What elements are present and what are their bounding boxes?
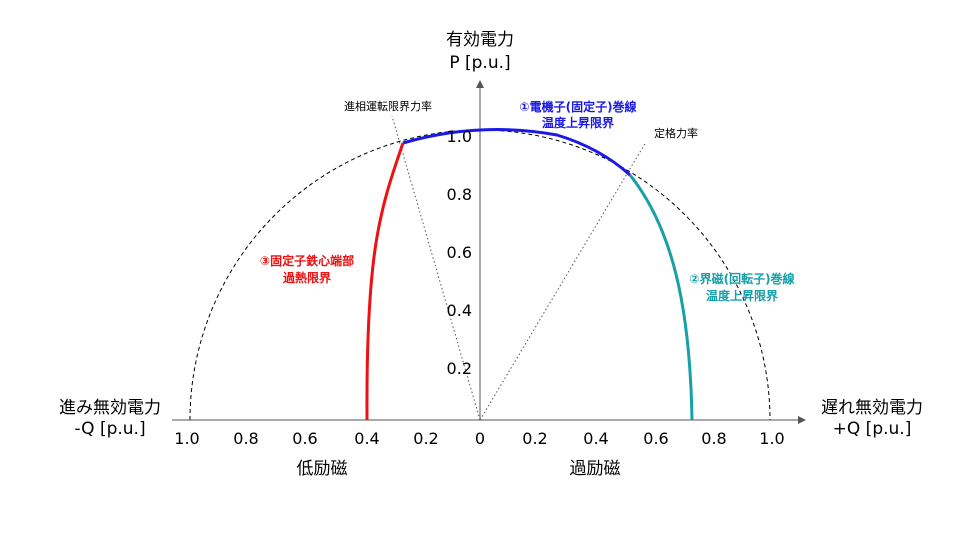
q-tick-label: 0.4 — [583, 429, 608, 448]
q-lead-unit: -Q [p.u.] — [74, 419, 145, 439]
armature-limit-label: 温度上昇限界 — [542, 115, 614, 130]
q-tick-label: 1.0 — [759, 429, 784, 448]
q-tick-label: 0.2 — [413, 429, 438, 448]
q-tick-label: 0.6 — [643, 429, 668, 448]
p-axis-arrowhead — [476, 80, 484, 88]
p-axis-unit: P [p.u.] — [449, 53, 510, 73]
q-lag-title: 遅れ無効電力 — [821, 398, 923, 418]
p-axis-title: 有効電力 — [446, 30, 514, 50]
p-tick-label: 0.4 — [447, 301, 472, 320]
field-limit-label: ②界磁(回転子)巻線 — [689, 271, 794, 286]
lead-pf-limit-line — [391, 115, 481, 421]
rated-pf-label: 定格力率 — [654, 126, 698, 140]
q-lag-unit: +Q [p.u.] — [833, 419, 912, 439]
armature-limit-curve — [402, 128, 632, 177]
q-tick-label: 0.6 — [292, 429, 317, 448]
q-tick-label: 0.8 — [233, 429, 258, 448]
core-end-limit-label: 過熱限界 — [282, 270, 331, 285]
under-excitation-label: 低励磁 — [297, 459, 348, 479]
rated-pf-line — [479, 141, 647, 421]
q-tick-label: 0.4 — [354, 429, 379, 448]
field-limit-curve — [628, 174, 694, 421]
p-tick-label: 0.8 — [447, 185, 472, 204]
q-tick-label: 0.8 — [701, 429, 726, 448]
p-tick-label: 0.2 — [447, 359, 472, 378]
p-tick-label: 1.0 — [447, 127, 472, 146]
lead-pf-limit-label: 進相運転限界力率 — [344, 99, 432, 113]
q-tick-label: 0.2 — [522, 429, 547, 448]
q-lead-title: 進み無効電力 — [59, 398, 161, 418]
q-origin-label: 0 — [475, 429, 485, 448]
p-tick-label: 0.6 — [447, 243, 472, 262]
q-tick-label: 1.0 — [174, 429, 199, 448]
core-end-limit-curve — [365, 142, 405, 421]
field-limit-label: 温度上昇限界 — [706, 288, 778, 303]
over-excitation-label: 過励磁 — [570, 459, 621, 479]
armature-limit-label: ①電機子(固定子)巻線 — [519, 99, 636, 114]
core-end-limit-label: ③固定子鉄心端部 — [260, 253, 354, 268]
q-axis-arrowhead — [798, 416, 806, 424]
